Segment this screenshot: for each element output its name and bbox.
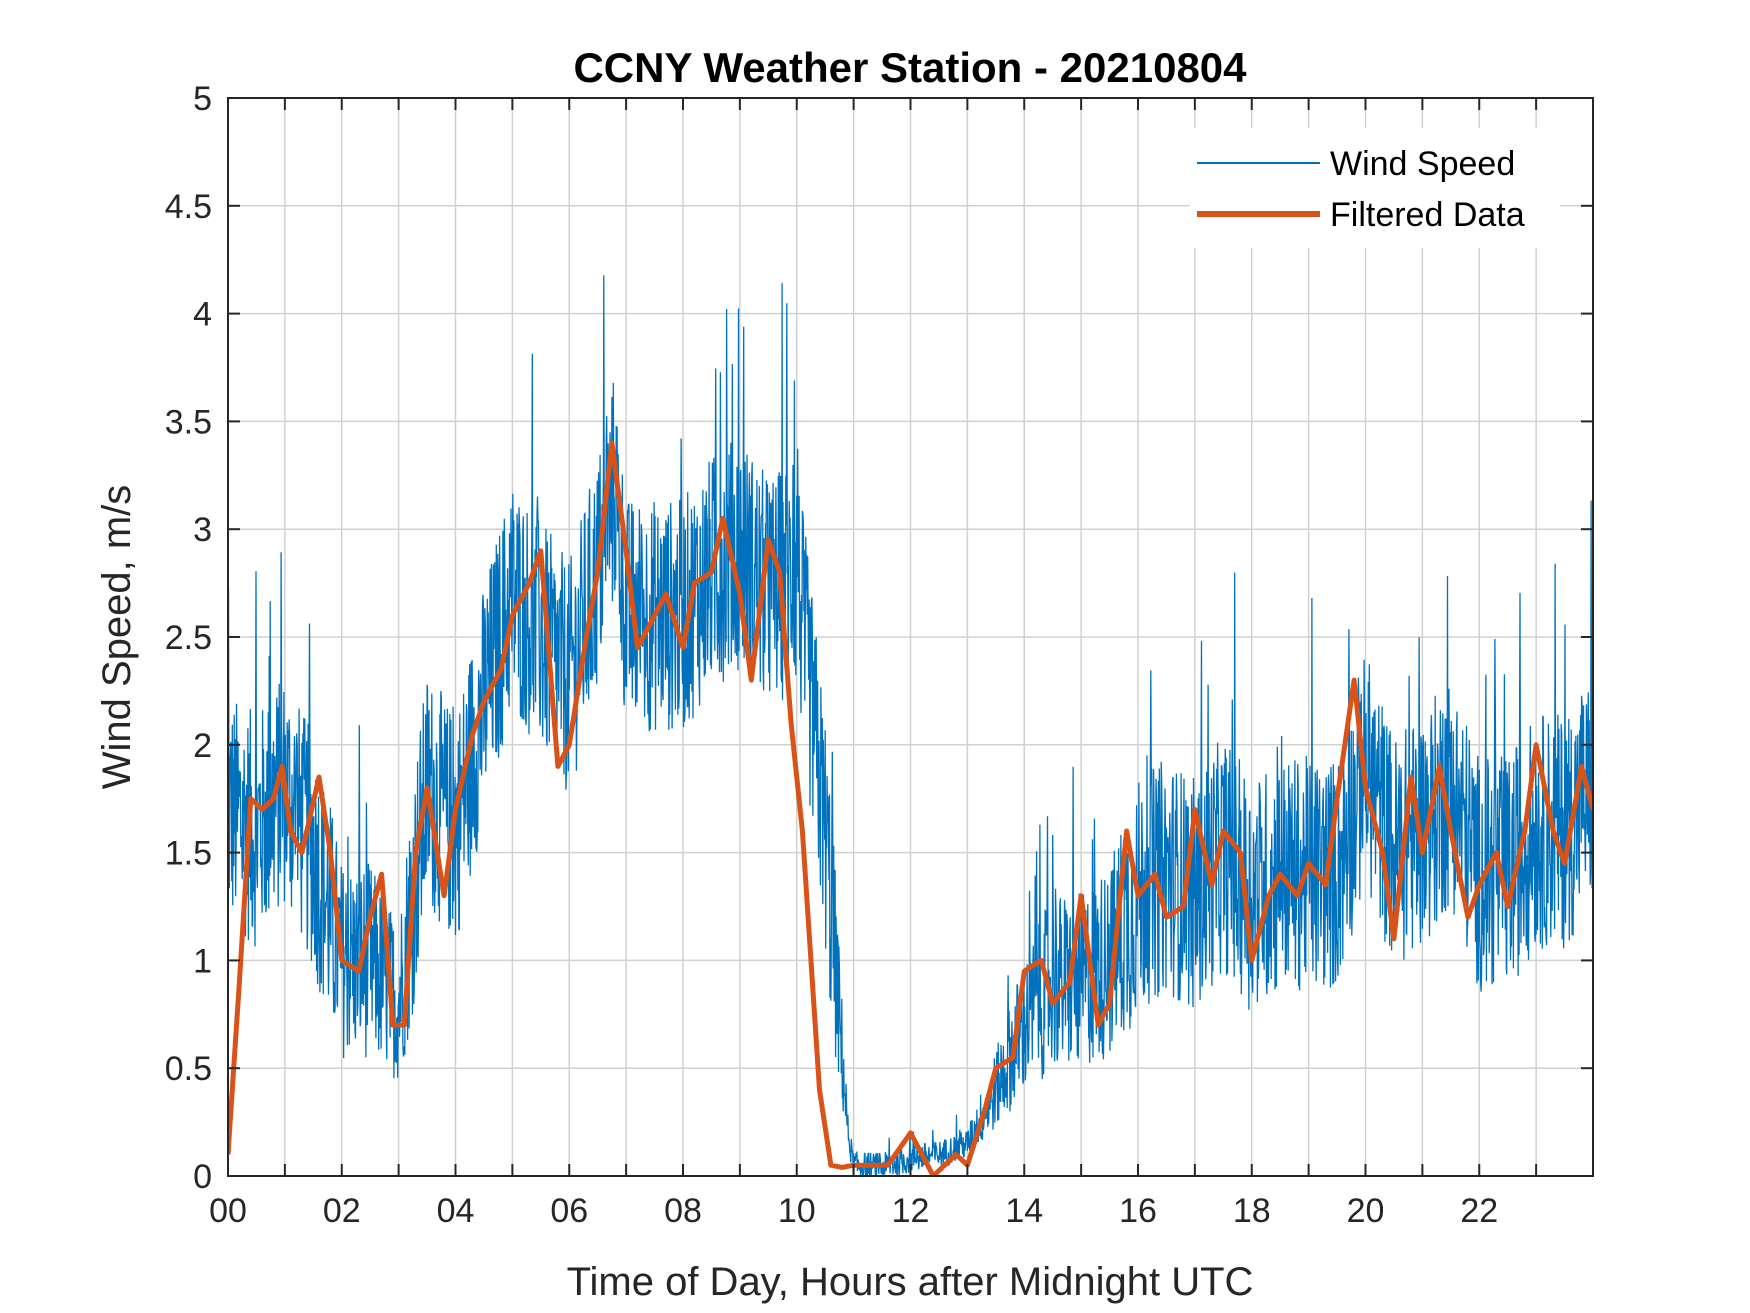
- x-tick-label: 04: [437, 1192, 475, 1230]
- x-tick-label: 14: [1005, 1192, 1043, 1230]
- x-tick-label: 18: [1233, 1192, 1271, 1230]
- x-tick-label: 20: [1347, 1192, 1385, 1230]
- series-filtered-data-line: [228, 440, 1593, 1176]
- y-tick-label: 4.5: [165, 188, 212, 226]
- x-tick-label: 10: [778, 1192, 816, 1230]
- y-tick-label: 2: [193, 727, 212, 765]
- y-tick-label: 1: [193, 942, 212, 980]
- x-tick-label: 06: [550, 1192, 588, 1230]
- y-tick-label: 0.5: [165, 1050, 212, 1088]
- legend-background: [1190, 128, 1560, 248]
- x-axis-label: Time of Day, Hours after Midnight UTC: [567, 1260, 1254, 1304]
- tick-layer: 00 02 04 06 08 10 12 14 16 18 20 22 0 0.5 1 1.5 2 2.5 3 3.5…: [165, 80, 1593, 1230]
- y-tick-label: 3.5: [165, 403, 212, 441]
- legend-label-filtered-data: Filtered Data: [1330, 196, 1525, 234]
- x-tick-label: 22: [1460, 1192, 1498, 1230]
- y-tick-label: 0: [193, 1158, 212, 1196]
- x-tick-label: 08: [664, 1192, 702, 1230]
- legend: Wind Speed Filtered Data: [1190, 128, 1560, 248]
- x-tick-label: 12: [892, 1192, 930, 1230]
- y-tick-label: 5: [193, 80, 212, 118]
- y-tick-label: 2.5: [165, 619, 212, 657]
- x-tick-label: 16: [1119, 1192, 1157, 1230]
- y-axis-label: Wind Speed, m/s: [95, 485, 139, 790]
- y-tick-label: 4: [193, 296, 212, 334]
- chart-title: CCNY Weather Station - 20210804: [573, 44, 1247, 91]
- legend-label-wind-speed: Wind Speed: [1330, 145, 1515, 183]
- y-tick-label: 1.5: [165, 835, 212, 873]
- x-tick-label: 02: [323, 1192, 361, 1230]
- x-tick-label: 00: [209, 1192, 247, 1230]
- y-tick-label: 3: [193, 511, 212, 549]
